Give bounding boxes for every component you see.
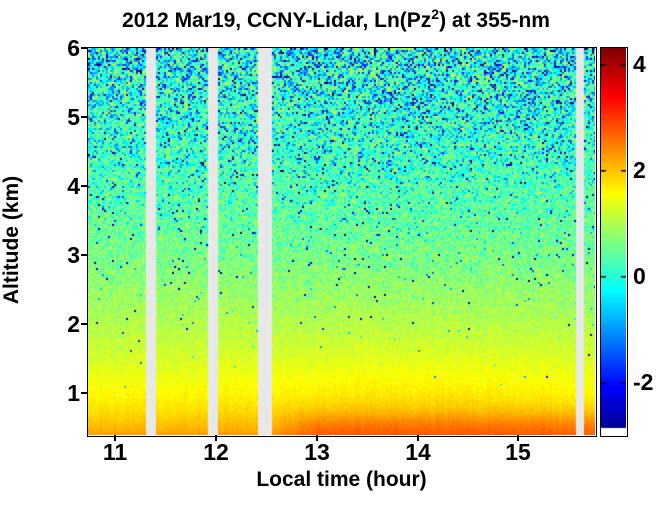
colorbar-tick-label: -2 bbox=[633, 369, 654, 395]
y-axis-label: Altitude (km) bbox=[0, 175, 23, 305]
y-tick-label: 3 bbox=[67, 242, 80, 268]
y-tick-mark bbox=[81, 392, 87, 394]
chart-title-suffix: ) at 355-nm bbox=[439, 9, 550, 32]
x-axis-label: Local time (hour) bbox=[256, 468, 427, 491]
y-tick-label: 1 bbox=[67, 380, 80, 406]
y-tick-mark bbox=[81, 254, 87, 256]
colorbar-canvas bbox=[601, 48, 626, 435]
x-tick-mark bbox=[316, 435, 318, 441]
x-tick-mark bbox=[114, 435, 116, 441]
y-tick-label: 6 bbox=[67, 35, 80, 61]
colorbar-tick-label: 2 bbox=[633, 157, 646, 183]
x-tick-label: 11 bbox=[102, 439, 128, 465]
y-tick-label: 5 bbox=[67, 104, 80, 130]
x-tick-mark bbox=[417, 435, 419, 441]
x-tick-mark bbox=[215, 435, 217, 441]
lidar-heatmap-canvas bbox=[88, 48, 595, 435]
chart-title: 2012 Mar19, CCNY-Lidar, Ln(Pz2) at 355-n… bbox=[0, 6, 672, 33]
chart-title-text: 2012 Mar19, CCNY-Lidar, Ln(Pz bbox=[122, 9, 432, 32]
x-tick-label: 15 bbox=[505, 439, 531, 465]
x-tick-label: 14 bbox=[405, 439, 431, 465]
y-tick-label: 2 bbox=[67, 311, 80, 337]
chart-title-superscript: 2 bbox=[431, 6, 440, 22]
y-tick-mark bbox=[81, 185, 87, 187]
x-tick-label: 12 bbox=[203, 439, 229, 465]
y-tick-label: 4 bbox=[67, 173, 80, 199]
y-tick-mark bbox=[81, 116, 87, 118]
y-tick-mark bbox=[81, 323, 87, 325]
y-tick-mark bbox=[81, 47, 87, 49]
colorbar-tick-label: 0 bbox=[633, 263, 646, 289]
x-tick-mark bbox=[517, 435, 519, 441]
x-tick-label: 13 bbox=[304, 439, 330, 465]
colorbar-tick-label: 4 bbox=[633, 51, 646, 77]
